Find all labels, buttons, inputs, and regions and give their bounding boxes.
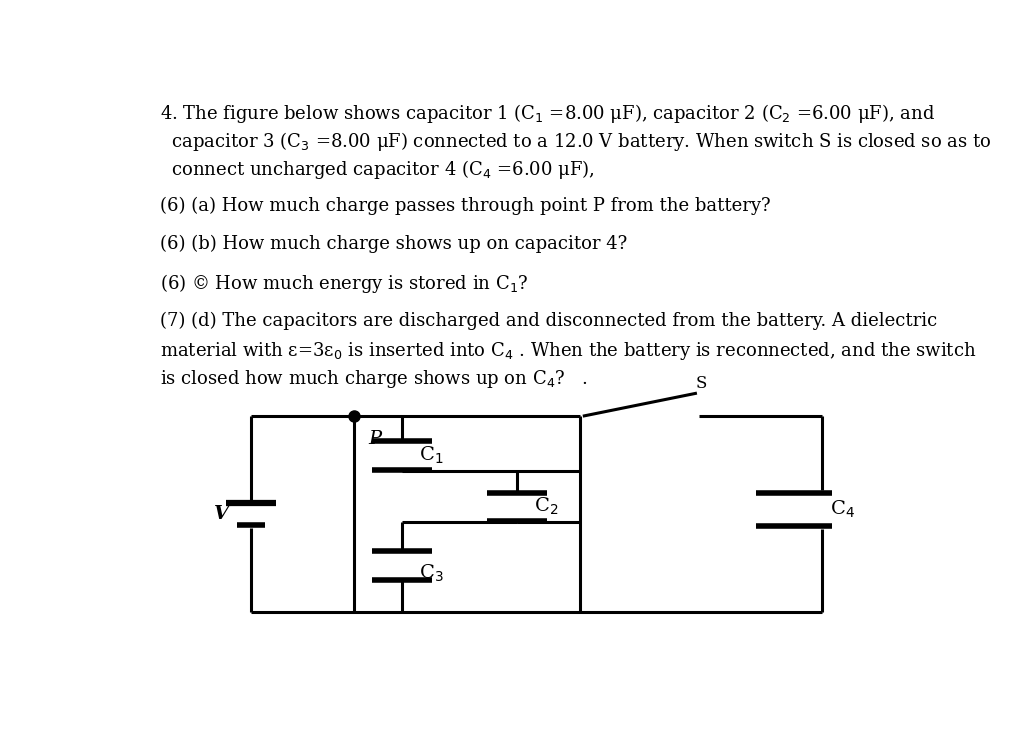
Text: material with ε=3ε$_0$ is inserted into C$_4$ . When the battery is reconnected,: material with ε=3ε$_0$ is inserted into … (160, 340, 976, 362)
Text: is closed how much charge shows up on C$_4$?   .: is closed how much charge shows up on C$… (160, 368, 587, 390)
Text: V: V (214, 505, 228, 523)
Text: 4. The figure below shows capacitor 1 (C$_1$ =8.00 μF), capacitor 2 (C$_2$ =6.00: 4. The figure below shows capacitor 1 (C… (160, 101, 935, 125)
Text: (6) © How much energy is stored in C$_1$?: (6) © How much energy is stored in C$_1$… (160, 272, 528, 295)
Text: P: P (369, 430, 382, 448)
Text: C$_1$: C$_1$ (419, 445, 443, 467)
Text: C$_2$: C$_2$ (535, 496, 559, 518)
Text: S: S (695, 375, 707, 391)
Text: connect uncharged capacitor 4 (C$_4$ =6.00 μF),: connect uncharged capacitor 4 (C$_4$ =6.… (160, 157, 594, 181)
Text: capacitor 3 (C$_3$ =8.00 μF) connected to a 12.0 V battery. When switch S is clo: capacitor 3 (C$_3$ =8.00 μF) connected t… (160, 130, 991, 152)
Text: (6) (a) How much charge passes through point P from the battery?: (6) (a) How much charge passes through p… (160, 197, 770, 215)
Text: (7) (d) The capacitors are discharged and disconnected from the battery. A diele: (7) (d) The capacitors are discharged an… (160, 312, 937, 330)
Text: C$_4$: C$_4$ (830, 499, 855, 521)
Text: C$_3$: C$_3$ (419, 563, 444, 584)
Text: (6) (b) How much charge shows up on capacitor 4?: (6) (b) How much charge shows up on capa… (160, 235, 627, 253)
